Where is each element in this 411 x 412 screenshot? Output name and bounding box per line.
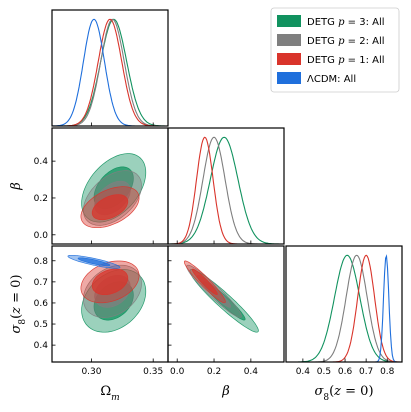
marginal-curve-beta [168, 136, 284, 244]
legend-swatch [277, 15, 301, 27]
y-tick-label: 0.4 [34, 157, 49, 167]
panel-content [52, 18, 168, 126]
panels-layer: 0.00.20.40.30 0.350.40.50.60.70.80.0 0.2 0.… [9, 9, 403, 403]
panel-content [286, 254, 402, 362]
y-axis-label-s8: σ8(z = 0) [9, 274, 28, 333]
y-tick-label: 0.0 [34, 231, 49, 241]
y-tick-label: 0.8 [34, 257, 49, 267]
x-axis-label-s8: σ8(z = 0) [314, 384, 373, 403]
marginal-curve-s8 [286, 254, 402, 362]
panel-frame [51, 9, 169, 127]
panel-s8-beta: 0.0 0.2 0.4 [167, 245, 285, 377]
legend-entry-label: DETG p = 3: All [307, 17, 385, 28]
marginal-curve-beta [168, 136, 284, 244]
legend-entry-label: DETG p = 2: All [307, 36, 385, 47]
contour-68 [91, 268, 129, 296]
x-tick-label: 0.5 [317, 367, 331, 377]
panel-content [183, 260, 259, 333]
x-tick-label: 0.0 [170, 367, 185, 377]
y-tick-label: 0.4 [34, 341, 49, 351]
panel-om-om [51, 9, 169, 127]
x-tick-label: 0.6 [338, 367, 353, 377]
marginal-curve-om [52, 18, 168, 126]
legend-frame [270, 7, 400, 93]
x-tick-label: 0.8 [380, 367, 395, 377]
contour-68 [77, 257, 111, 267]
panel-content [67, 254, 147, 333]
x-tick-label: 0.35 [143, 367, 163, 377]
panel-beta-om: 0.0 0.2 0.4 [34, 127, 169, 245]
marginal-curve-om [52, 18, 168, 126]
marginal-curve-s8 [286, 254, 402, 362]
contour-68 [191, 268, 218, 296]
panel-frame [167, 245, 285, 363]
panel-content [168, 136, 284, 244]
marginal-curve-beta [168, 136, 284, 244]
x-tick-label: 0.4 [244, 367, 259, 377]
panel-frame [167, 127, 285, 245]
y-tick-label: 0.5 [34, 320, 48, 330]
y-tick-label: 0.7 [34, 278, 48, 288]
x-tick-label: 0.2 [207, 367, 221, 377]
x-tick-label: 0.7 [359, 367, 373, 377]
panel-content [80, 153, 147, 229]
y-axis-label-beta: β [9, 182, 24, 191]
marginal-curve-om [52, 18, 168, 126]
marginal-curve-om [52, 18, 168, 126]
legend-swatch [277, 72, 301, 84]
legend-swatch [277, 53, 301, 65]
legend-swatch [277, 34, 301, 46]
panel-s8-s8: 0.4 0.5 0.6 0.7 0.8 [285, 245, 403, 377]
panel-s8-om: 0.30 0.35 0.4 0.5 0.6 0.7 0.8 [34, 245, 169, 377]
axis-labels: Ωm β σ8(z = 0) β σ8(z = 0) [9, 182, 374, 403]
panel-beta-beta [167, 127, 285, 245]
x-axis-label-beta: β [221, 384, 230, 399]
panel-frame [285, 245, 403, 363]
x-axis-label-om: Ωm [100, 384, 119, 403]
legend-entry-label: DETG p = 1: All [307, 55, 385, 66]
legend-entry-label: ΛCDM: All [307, 74, 356, 85]
legend: DETG p = 3: All DETG p = 2: All DETG p = 1… [270, 7, 400, 93]
contour-68 [91, 194, 129, 221]
marginal-curve-s8 [286, 254, 402, 362]
y-tick-label: 0.6 [34, 299, 49, 309]
y-tick-label: 0.2 [34, 194, 48, 204]
x-tick-label: 0.4 [296, 367, 311, 377]
x-tick-label: 0.30 [81, 367, 101, 377]
